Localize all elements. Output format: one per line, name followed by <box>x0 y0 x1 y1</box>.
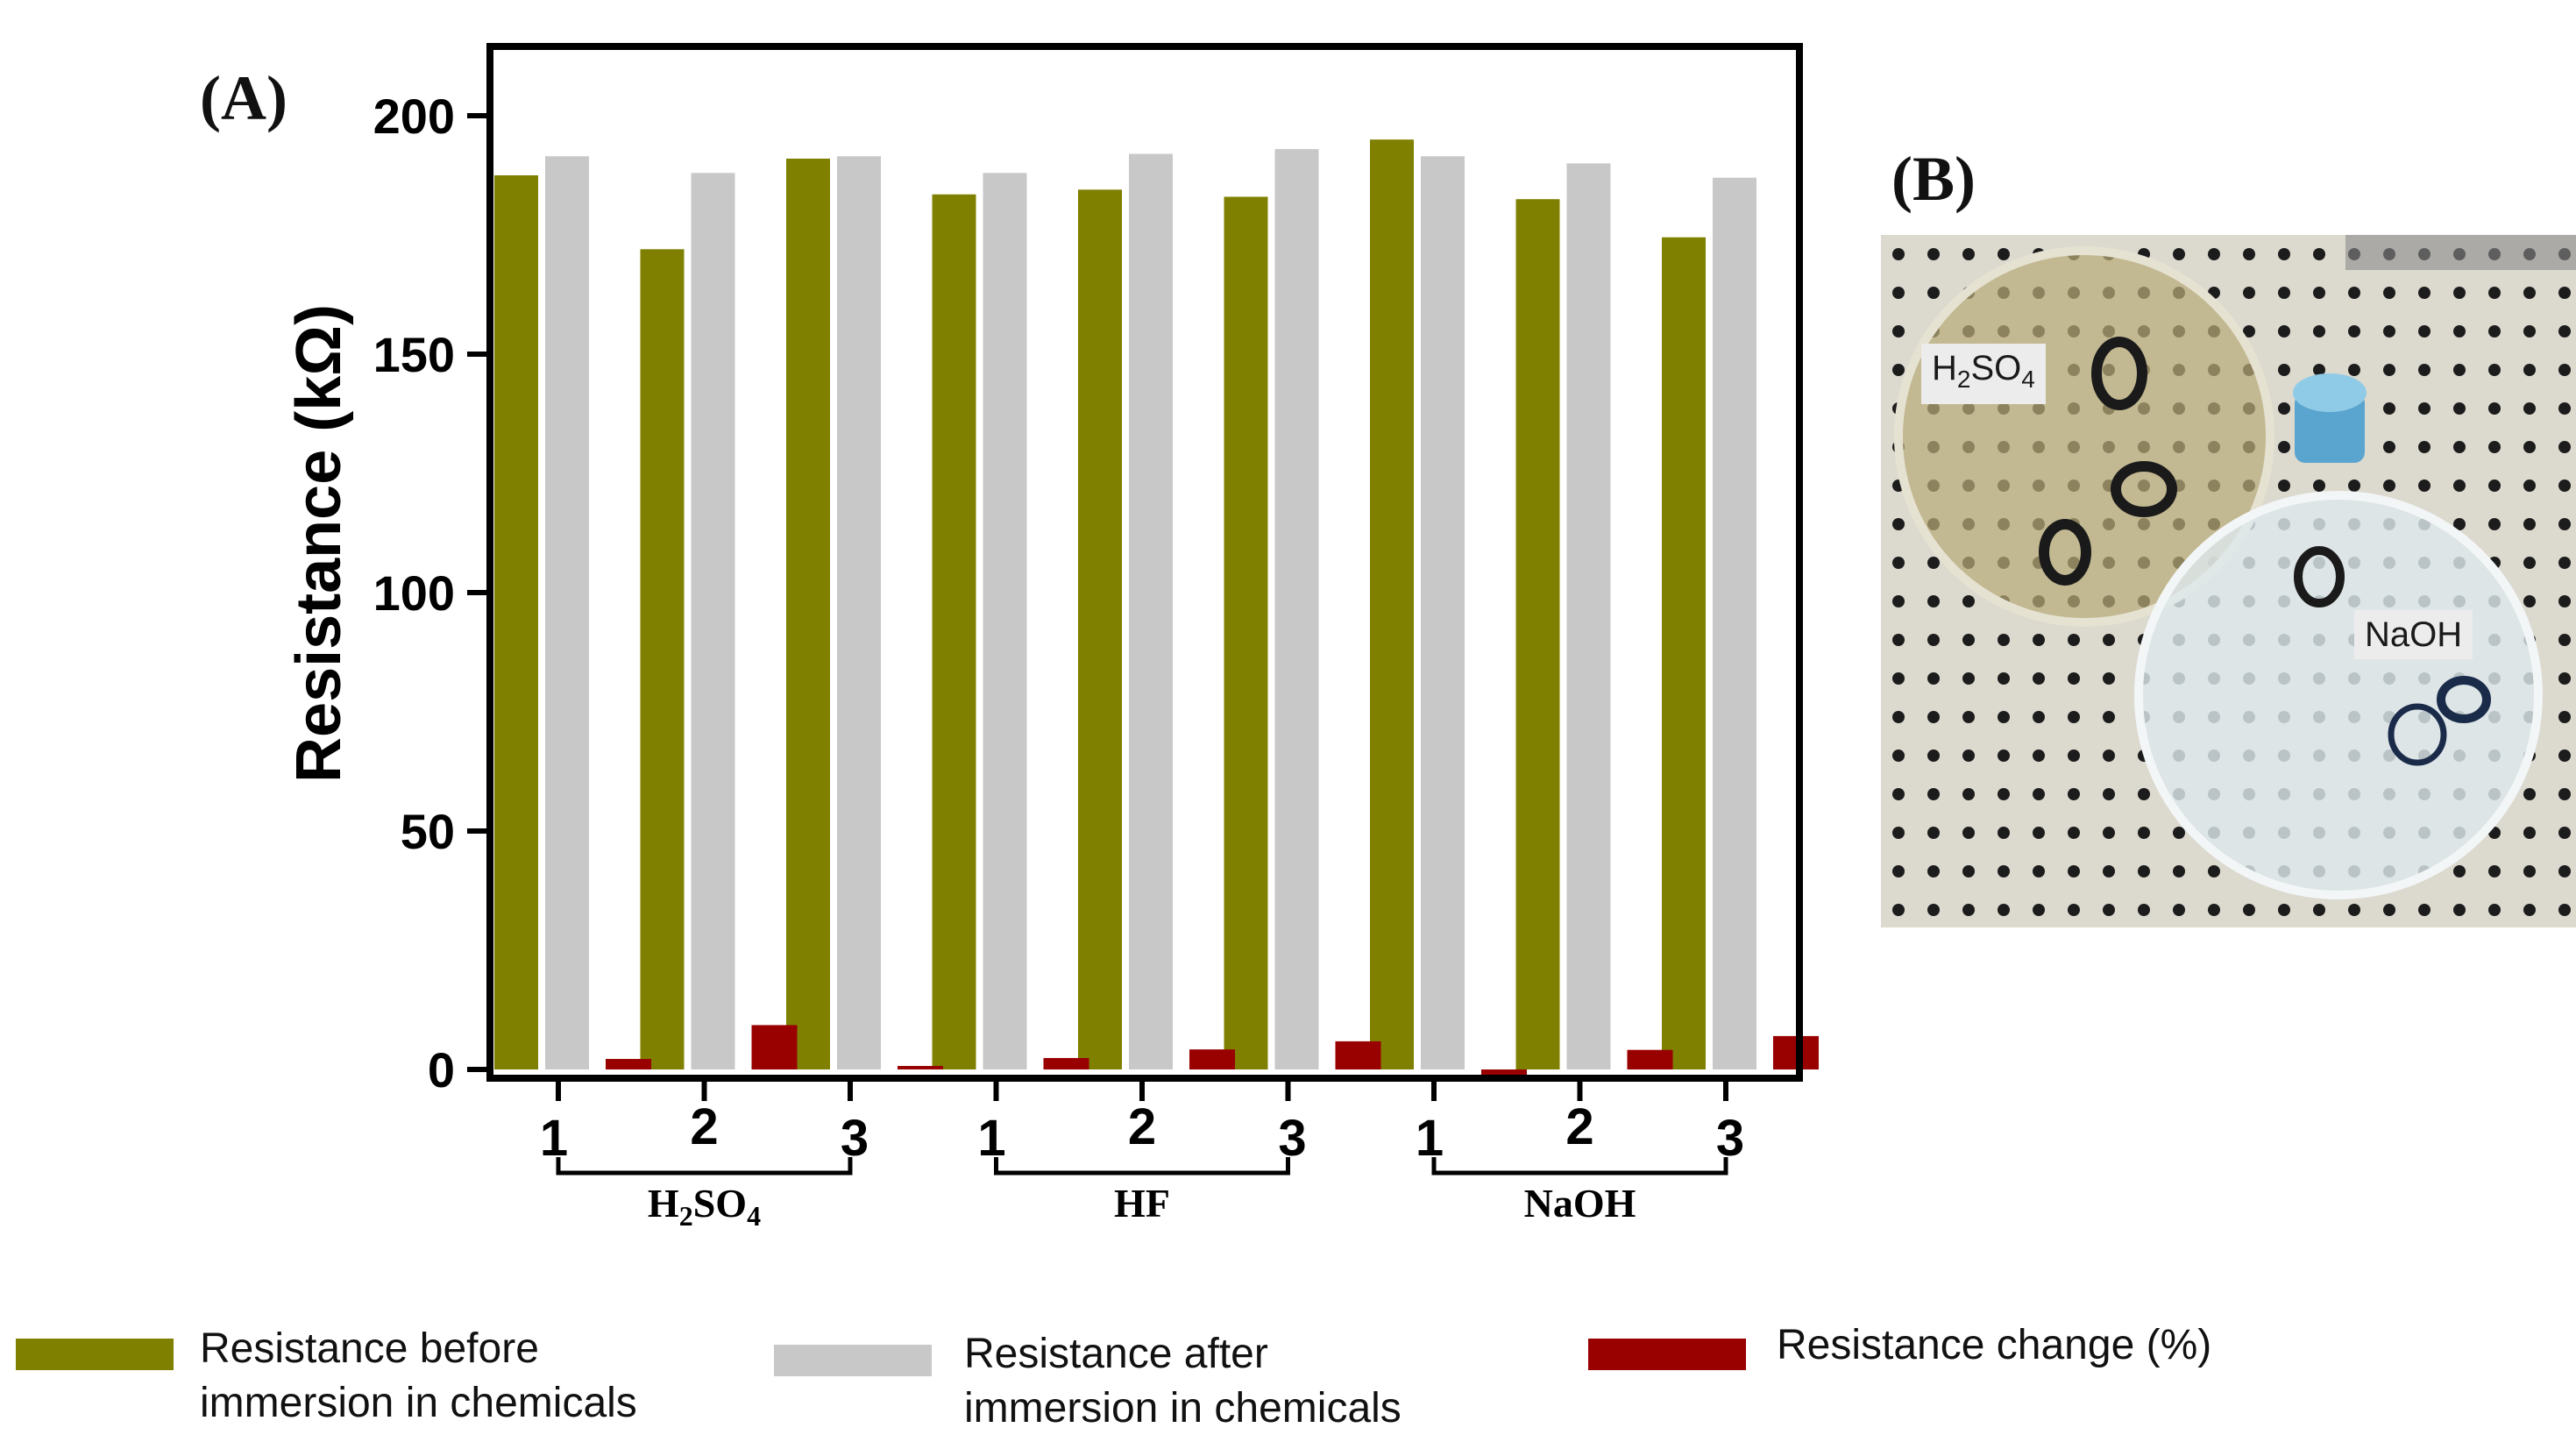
bar-before <box>1224 196 1268 1070</box>
photo-label-h2so4-sub1: 2 <box>1956 366 1971 393</box>
group-bracket <box>994 1157 1290 1176</box>
legend-label-line1: Resistance after <box>964 1331 1268 1377</box>
bar-change <box>1627 1049 1673 1069</box>
bar-after <box>1566 163 1611 1069</box>
blue-vial-cap <box>2293 373 2367 412</box>
photo-drawing <box>1881 235 2576 927</box>
bar-before <box>1370 139 1414 1070</box>
legend-label-line1: Resistance before <box>200 1325 539 1372</box>
sample-coil <box>2111 461 2177 517</box>
group-label: HF <box>1114 1181 1170 1225</box>
x-tick-label: 2 <box>1565 1098 1593 1155</box>
bar-before <box>1078 189 1122 1069</box>
bar-after <box>1274 149 1319 1070</box>
sample-coil <box>2091 337 2147 410</box>
x-tick-label: 1 <box>540 1110 568 1167</box>
y-axis-label: Resistance (kΩ) <box>284 304 354 783</box>
legend-label-line2: immersion in chemicals <box>200 1380 637 1426</box>
naoh-dish <box>2134 491 2543 899</box>
legend-label-line2: immersion in chemicals <box>964 1385 1402 1431</box>
group-label: NaOH <box>1524 1181 1636 1225</box>
bar-change <box>1335 1041 1381 1069</box>
photo-label-h2so4-main: H <box>1932 349 1957 387</box>
photo-label-h2so4-mid: SO <box>1970 349 2022 387</box>
bar-after <box>1129 153 1173 1069</box>
bar-before <box>640 249 685 1069</box>
bar-before <box>932 194 976 1069</box>
x-tick-label: 3 <box>1278 1110 1306 1167</box>
sample-coil <box>2388 703 2447 766</box>
bar-after <box>983 173 1027 1069</box>
x-tick-label: 2 <box>690 1098 718 1155</box>
bar-change <box>898 1066 943 1069</box>
bar-after <box>1421 156 1465 1070</box>
petri-dish-photo: H2SO4 NaOH <box>1881 235 2576 927</box>
legend-swatch-change <box>1588 1339 1746 1370</box>
y-tick-label: 0 <box>428 1042 455 1098</box>
y-axis: 0 50 100 150 200 <box>373 89 490 1098</box>
x-tick-label: 3 <box>841 1110 869 1167</box>
panel-b-label: (B) <box>1891 144 1976 214</box>
y-tick-label: 150 <box>373 327 455 382</box>
group-label-part: HF <box>1114 1181 1170 1225</box>
blue-vial <box>2295 393 2365 463</box>
bar-after <box>1713 177 1756 1070</box>
bar-change <box>1043 1057 1089 1069</box>
bar-before <box>1515 199 1560 1069</box>
group-bracket <box>1431 1157 1728 1176</box>
legend-swatch-after <box>774 1345 932 1376</box>
panel-a-label: (A) <box>200 63 287 133</box>
legend-label-line1: Resistance change (%) <box>1777 1322 2211 1368</box>
bar-before <box>494 175 538 1069</box>
bar-change <box>1481 1069 1527 1075</box>
legend-swatch-before <box>16 1339 174 1370</box>
group-bracket <box>556 1157 853 1176</box>
y-tick-label: 50 <box>401 804 455 859</box>
photo-label-naoh-text: NaOH <box>2365 615 2463 654</box>
y-tick-label: 200 <box>373 89 455 144</box>
group-label-part: H <box>648 1181 679 1225</box>
y-tick-label: 100 <box>373 565 455 621</box>
group-label-subscript: 4 <box>747 1200 761 1232</box>
x-tick-label: 1 <box>1416 1110 1444 1167</box>
bar-before <box>1662 237 1706 1070</box>
bars-layer <box>494 139 1819 1075</box>
photo-label-h2so4-sub2: 4 <box>2021 366 2035 393</box>
group-label-part: SO <box>693 1181 747 1225</box>
x-tick-label: 3 <box>1716 1110 1744 1167</box>
rack-corner <box>2345 235 2576 270</box>
bar-after <box>691 173 735 1069</box>
x-tick-label: 2 <box>1128 1098 1156 1155</box>
photo-label-h2so4: H2SO4 <box>1921 344 2046 404</box>
group-label: H2SO4 <box>648 1181 761 1232</box>
photo-label-naoh: NaOH <box>2354 610 2473 659</box>
group-label-part: NaOH <box>1524 1181 1636 1225</box>
group-label-subscript: 2 <box>679 1200 693 1232</box>
legend: Resistance before immersion in chemicals R… <box>16 1322 2211 1431</box>
sample-coil <box>2039 519 2091 586</box>
bar-after <box>545 156 589 1070</box>
x-tick-label: 1 <box>977 1110 1005 1167</box>
bar-change <box>1189 1049 1235 1069</box>
bar-change <box>751 1025 798 1069</box>
sample-coil <box>2437 676 2491 723</box>
bar-after <box>837 156 881 1070</box>
sample-coil <box>2294 546 2345 607</box>
bar-change <box>606 1059 651 1069</box>
bar-before <box>786 158 830 1070</box>
